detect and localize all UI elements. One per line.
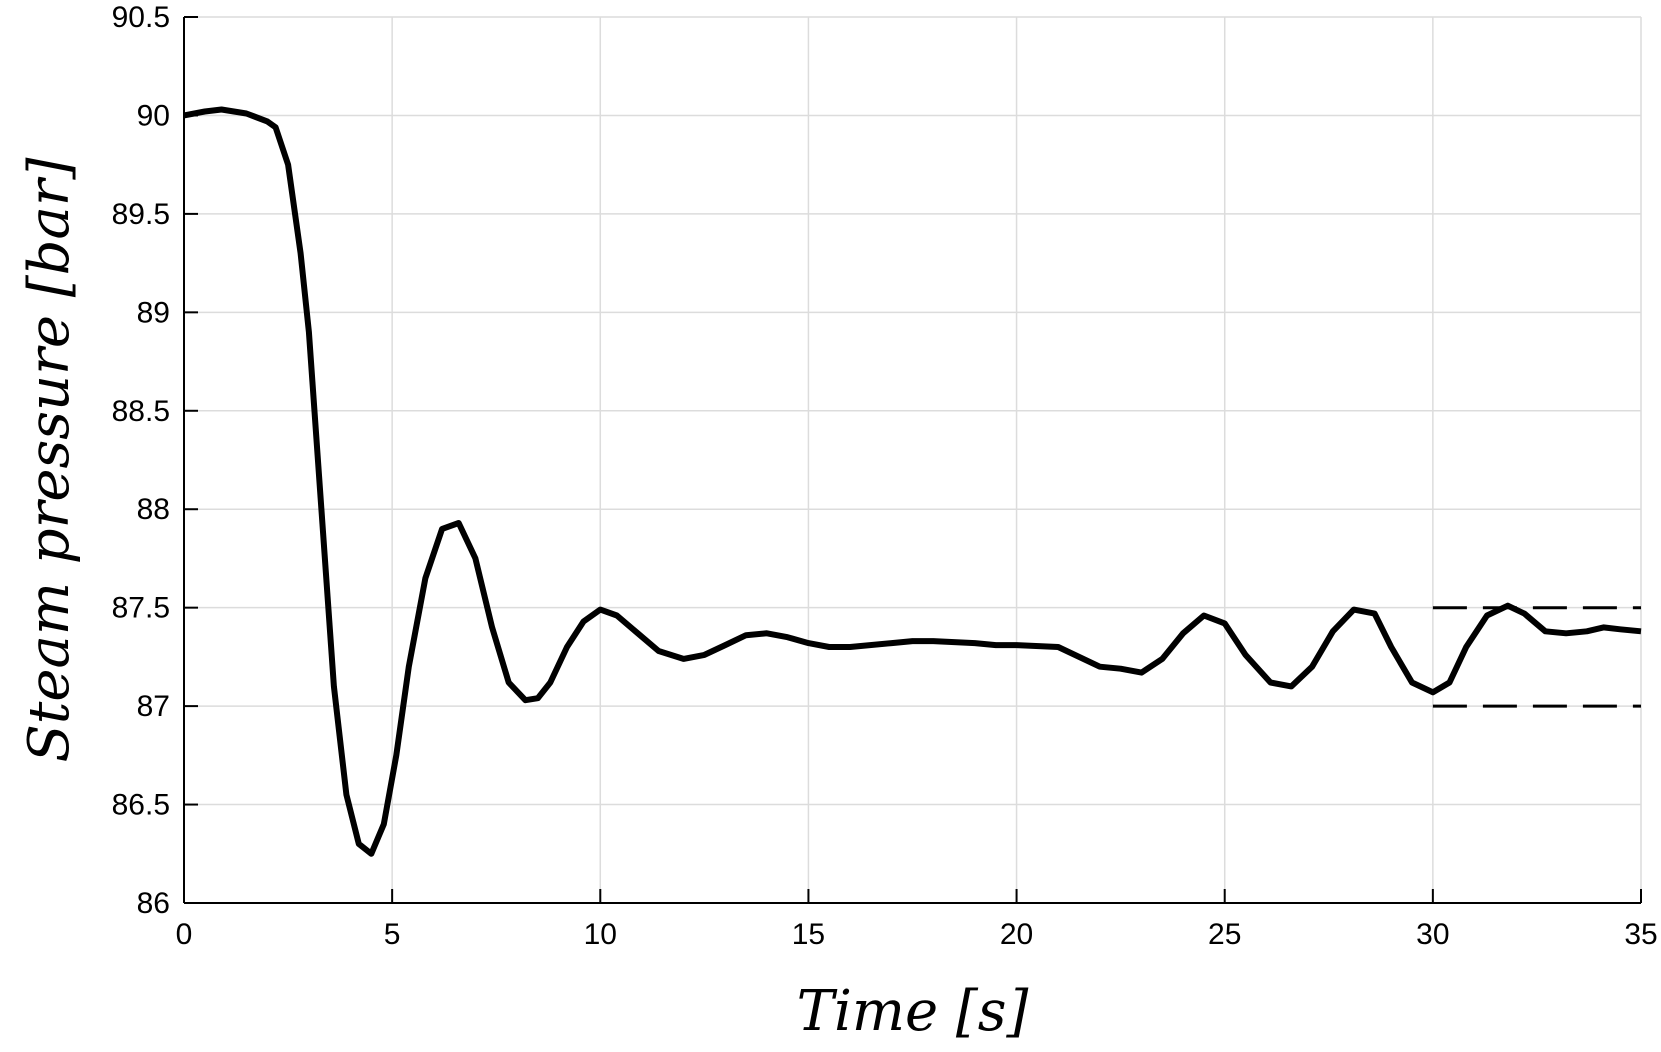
y-axis-title: Steam pressure [bar] xyxy=(17,157,82,762)
x-tick-label: 30 xyxy=(1416,918,1449,951)
y-tick-label: 88.5 xyxy=(112,395,170,428)
y-tick-label: 86 xyxy=(137,887,170,920)
grid-lines xyxy=(183,16,1642,904)
x-tick-label: 0 xyxy=(176,918,193,951)
x-tick-label: 10 xyxy=(584,918,617,951)
y-tick-label: 86.5 xyxy=(112,789,170,822)
x-tick-label: 25 xyxy=(1208,918,1241,951)
y-tick-label: 88 xyxy=(137,493,170,526)
y-tick-label: 89.5 xyxy=(112,198,170,231)
series-layer xyxy=(183,106,1642,857)
y-tick-label: 87 xyxy=(137,690,170,723)
x-tick-label: 15 xyxy=(792,918,825,951)
tick-labels: 0 5 10 15 20 25 30 35 86 86.5 87 87.5 88 88.5 89 89.5 90… xyxy=(112,1,1658,951)
x-tick-label: 20 xyxy=(1000,918,1033,951)
x-tick-label: 5 xyxy=(384,918,401,951)
pressure-series-line xyxy=(183,106,1642,857)
y-tick-label: 89 xyxy=(137,296,170,329)
y-tick-label: 90 xyxy=(137,99,170,132)
x-axis-title: Time [s] xyxy=(797,979,1029,1044)
y-tick-label: 87.5 xyxy=(112,592,170,625)
x-tick-label: 35 xyxy=(1624,918,1657,951)
y-tick-label: 90.5 xyxy=(112,1,170,34)
axes xyxy=(183,16,1642,904)
